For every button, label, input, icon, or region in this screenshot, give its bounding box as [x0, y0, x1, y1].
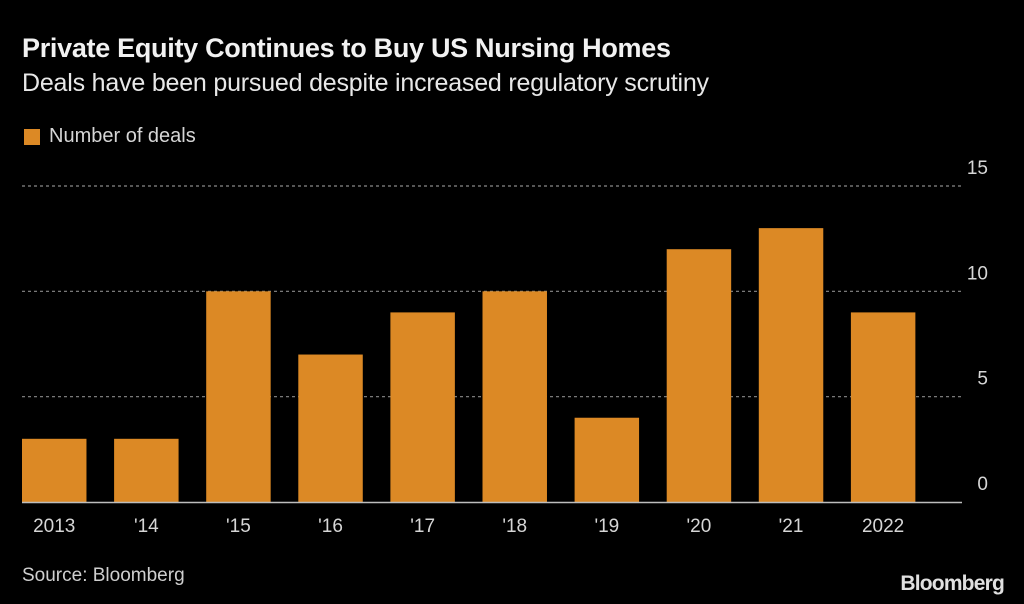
x-tick-label: '15 — [226, 516, 251, 537]
x-tick-label: 2013 — [33, 516, 75, 537]
y-tick-label: 0 — [977, 474, 988, 495]
x-tick-label: '18 — [502, 516, 527, 537]
x-tick-label: '21 — [779, 516, 804, 537]
bar — [758, 228, 824, 502]
bar — [298, 354, 363, 502]
labels: 0 5 10 15 2013 '14 '15 '16 '17 '18 '19 '20 '21 2022 — [33, 158, 988, 537]
bloomberg-logo: Bloomberg — [900, 572, 1004, 595]
bar — [206, 291, 271, 502]
x-tick-label: '16 — [318, 516, 343, 537]
bars — [22, 228, 916, 502]
bar — [390, 312, 455, 502]
bar — [22, 438, 87, 502]
x-tick-label: 2022 — [862, 516, 904, 537]
bar — [666, 249, 732, 502]
y-tick-label: 15 — [967, 158, 988, 179]
bar — [114, 438, 179, 502]
source-note: Source: Bloomberg — [22, 565, 185, 586]
bar — [574, 417, 640, 502]
y-tick-label: 10 — [967, 263, 988, 284]
chart-title: Private Equity Continues to Buy US Nursi… — [22, 33, 671, 63]
x-tick-label: '20 — [687, 516, 712, 537]
x-tick-label: '17 — [410, 516, 435, 537]
legend-label: Number of deals — [49, 125, 196, 147]
bar — [850, 312, 916, 502]
x-tick-label: '19 — [594, 516, 619, 537]
chart-subtitle: Deals have been pursued despite increase… — [22, 69, 709, 97]
x-tick-label: '14 — [134, 516, 159, 537]
bar — [482, 291, 547, 502]
legend: Number of deals — [24, 125, 196, 148]
y-tick-label: 5 — [977, 369, 988, 390]
legend-swatch — [24, 128, 40, 145]
